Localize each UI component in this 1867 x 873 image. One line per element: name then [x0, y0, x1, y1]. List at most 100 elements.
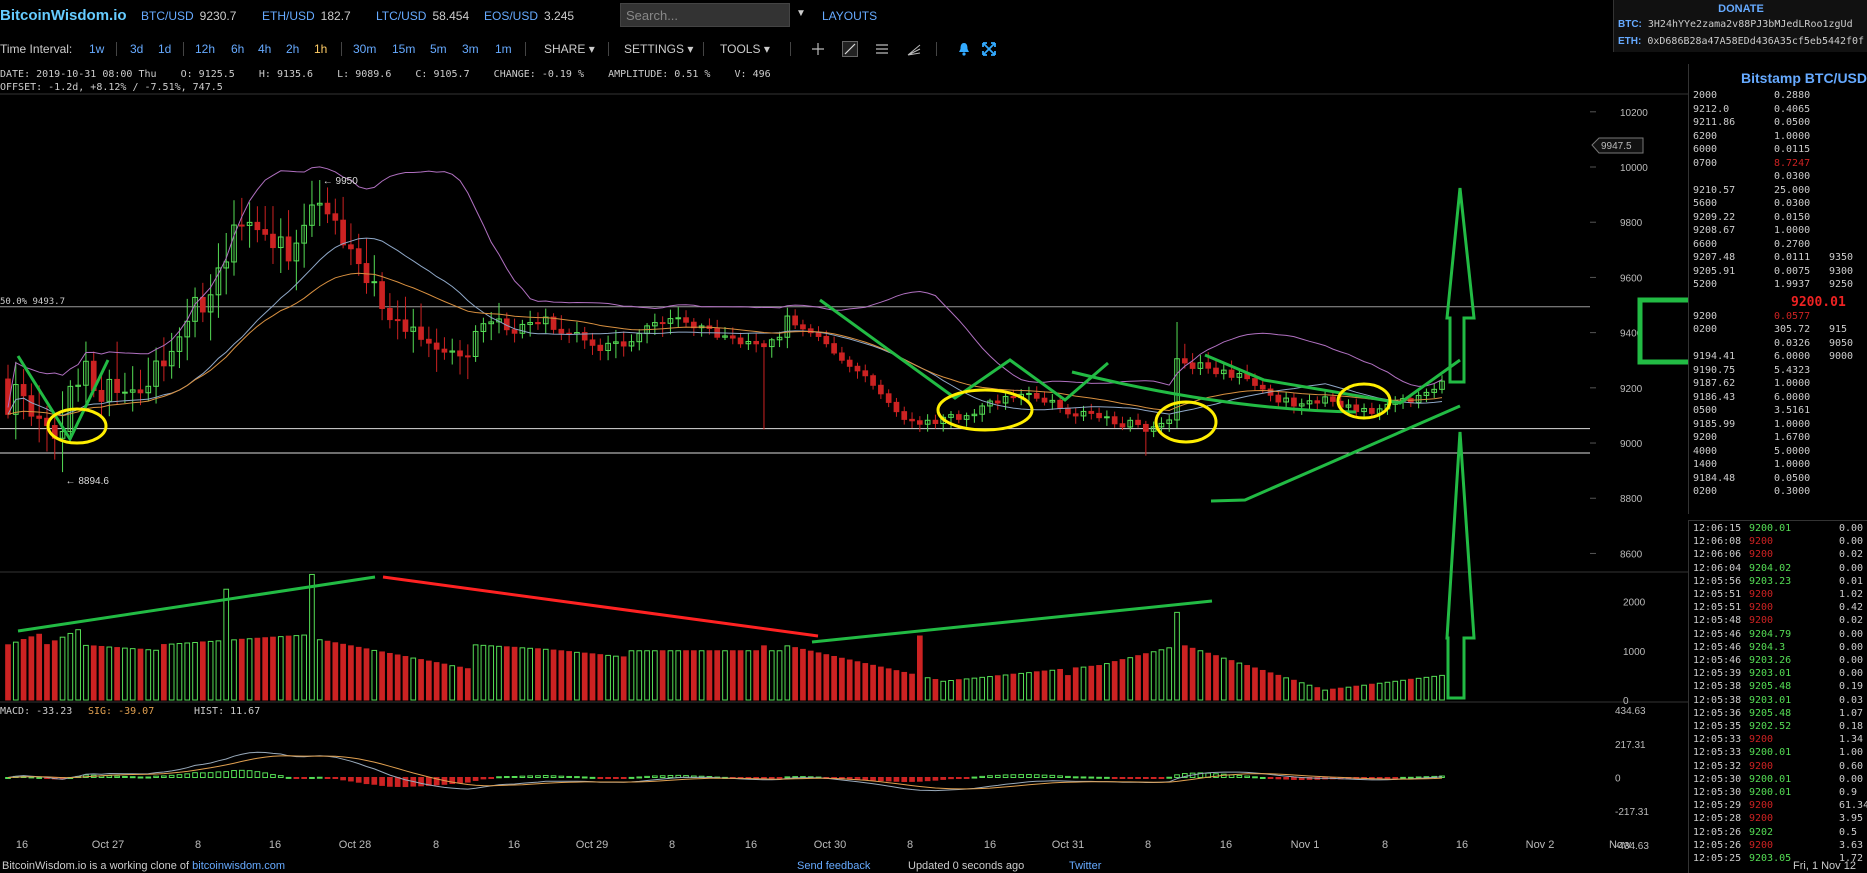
candle-body	[527, 322, 534, 325]
signal-line	[7, 755, 1443, 790]
interval-2h[interactable]: 2h	[286, 42, 300, 56]
macd-histogram-bar	[449, 777, 456, 785]
candle-body	[28, 395, 35, 417]
order-book-mid-row[interactable]: 0200 305.72 915	[1693, 324, 1848, 335]
order-book-bid-row[interactable]: 9186.43 6.0000	[1693, 391, 1811, 403]
ticker-eos[interactable]: EOS/USD 3.245	[484, 9, 575, 23]
order-book-bid-row[interactable]: 9187.62 1.0000	[1693, 378, 1811, 389]
volume-bar	[394, 654, 401, 701]
order-book-bid-row[interactable]: 9200 1.6700	[1693, 432, 1811, 443]
volume-bar	[106, 646, 113, 701]
order-book-bid-row[interactable]: 0200 0.3000	[1693, 486, 1811, 497]
interval-1w[interactable]: 1w	[89, 42, 105, 56]
interval-1h[interactable]: 1h	[314, 42, 328, 56]
interval-3m[interactable]: 3m	[462, 42, 479, 56]
order-book-bid-row[interactable]: 4000 5.0000	[1693, 445, 1811, 457]
volume-bar	[792, 647, 798, 701]
macd-histogram-bar	[1174, 774, 1180, 778]
order-book-ask-row[interactable]: 0700 8.7247	[1693, 157, 1811, 169]
ticker-btc[interactable]: BTC/USD 9230.7	[141, 9, 237, 23]
interval-6h[interactable]: 6h	[231, 42, 245, 56]
volume-bar	[683, 650, 689, 701]
interval-1m[interactable]: 1m	[495, 42, 512, 56]
candle-body	[1259, 384, 1266, 390]
order-book-bid-row[interactable]: 9190.75 5.4323	[1693, 364, 1811, 376]
ticker-ltc[interactable]: LTC/USD 58.454	[376, 9, 470, 23]
candle-body	[1220, 369, 1227, 375]
interval-15m[interactable]: 15m	[392, 42, 416, 56]
tools-menu[interactable]: TOOLS ▾	[720, 42, 770, 56]
horizontal-lines-icon[interactable]	[874, 41, 890, 57]
candle-body	[1065, 407, 1071, 415]
order-book-ask-row[interactable]: 9208.67 1.0000	[1693, 225, 1811, 236]
candle-body	[402, 319, 409, 332]
macd-line	[7, 751, 1443, 792]
clone-link[interactable]: bitcoinwisdom.com	[192, 860, 286, 872]
order-book-bid-row[interactable]: 0.0326 9050	[1774, 337, 1854, 349]
order-book-bid-row[interactable]: 9184.48 0.0500	[1693, 472, 1811, 484]
volume-bar	[807, 650, 814, 701]
order-book-bid-row[interactable]: 1400 1.0000	[1693, 459, 1811, 470]
price-chart[interactable]: 1020010000980096009400920090008800860020…	[0, 60, 1688, 858]
volume-bar	[862, 663, 869, 701]
interval-5m[interactable]: 5m	[430, 42, 447, 56]
settings-menu[interactable]: SETTINGS ▾	[624, 42, 694, 56]
interval-30m[interactable]: 30m	[353, 42, 377, 56]
volume-bar	[784, 645, 791, 701]
macd-histogram-bar	[1072, 776, 1079, 779]
order-book-ask-row[interactable]: 0.0300	[1774, 171, 1811, 182]
crosshair-icon[interactable]	[810, 41, 826, 57]
interval-12h[interactable]: 12h	[195, 42, 216, 56]
donate-title[interactable]: DONATE	[1718, 3, 1764, 15]
order-book-mid-row[interactable]: 9200 0.0577	[1693, 310, 1811, 322]
twitter-link[interactable]: Twitter	[1069, 860, 1102, 872]
order-book-ask-row[interactable]: 9212.0 0.4065	[1693, 103, 1811, 115]
volume-bar	[644, 650, 650, 701]
clone-note: BitcoinWisdom.io is a working clone of b…	[2, 860, 286, 872]
btc-donate-address[interactable]: BTC: 3H24hYYe2zama2v88PJ3bMJedLRoo1zgUd	[1618, 19, 1853, 30]
eth-donate-address[interactable]: ETH: 0xD686B28a47A58EDd436A35cf5eb5442f0f	[1618, 36, 1865, 47]
macd-histogram-bar	[1407, 776, 1414, 779]
order-book-bid-row[interactable]: 9185.99 1.0000	[1693, 418, 1811, 430]
annotation-volume-downtrend	[382, 575, 819, 638]
layouts-link[interactable]: LAYOUTS	[822, 9, 878, 23]
interval-1d[interactable]: 1d	[158, 42, 172, 56]
order-book-ask-row[interactable]: 6200 1.0000	[1693, 130, 1811, 142]
volume-bar	[1283, 677, 1289, 701]
order-book-ask-row[interactable]: 2000 0.2880	[1693, 90, 1811, 101]
order-book-ask-row[interactable]: 9211.86 0.0500	[1693, 117, 1811, 128]
feedback-link[interactable]: Send feedback	[797, 860, 871, 872]
time-axis-label: 16	[1456, 839, 1468, 851]
order-book-bid-row[interactable]: 9194.41 6.0000 9000	[1693, 351, 1854, 362]
order-book-ask-row[interactable]: 6600 0.2700	[1693, 238, 1811, 250]
candle-body	[589, 339, 596, 346]
order-book-bid-row[interactable]: 0500 3.5161	[1693, 405, 1811, 416]
order-book-ask-row[interactable]: 9210.57 25.000	[1693, 184, 1811, 196]
candle-body	[59, 431, 66, 439]
volume-bar	[1065, 675, 1071, 701]
interval-3d[interactable]: 3d	[130, 42, 144, 56]
fib-fan-icon[interactable]	[906, 41, 922, 57]
macd-histogram-bar	[348, 777, 354, 782]
order-book-ask-row[interactable]: 9205.91 0.0075 9300	[1693, 265, 1854, 277]
candle-body	[675, 317, 682, 320]
bell-icon[interactable]	[956, 41, 972, 57]
interval-4h[interactable]: 4h	[258, 42, 272, 56]
draw-line-icon[interactable]	[842, 41, 858, 57]
macd-histogram-bar	[36, 776, 43, 779]
search-dropdown-icon[interactable]: ▼	[796, 8, 806, 19]
order-book-ask-row[interactable]: 5200 1.9937 9250	[1693, 279, 1854, 290]
macd-histogram-bar	[940, 777, 947, 780]
order-book-ask-row[interactable]: 5600 0.0300	[1693, 198, 1811, 209]
order-book-ask-row[interactable]: 9207.48 0.0111 9350	[1693, 252, 1854, 263]
share-menu[interactable]: SHARE ▾	[544, 42, 595, 56]
order-book-ask-row[interactable]: 6000 0.0115	[1693, 144, 1811, 155]
volume-bar	[1135, 655, 1141, 701]
fullscreen-icon[interactable]	[981, 41, 997, 57]
time-axis-label: Nov 1	[1291, 839, 1320, 851]
site-logo[interactable]: BitcoinWisdom.io	[0, 7, 127, 24]
ticker-eth[interactable]: ETH/USD 182.7	[262, 9, 351, 23]
search-input[interactable]: Search...	[620, 3, 790, 27]
order-book-ask-row[interactable]: 9209.22 0.0150	[1693, 211, 1811, 223]
volume-bar	[426, 660, 432, 701]
